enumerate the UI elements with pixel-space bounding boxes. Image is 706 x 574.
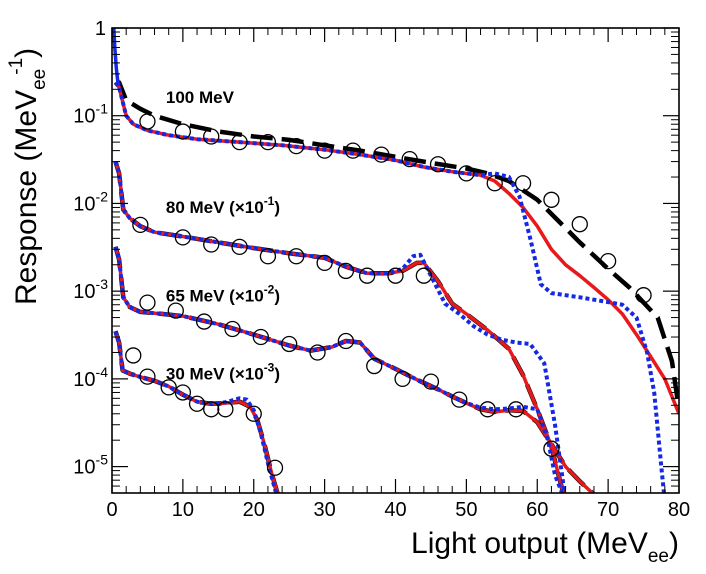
- data-point-65-mev-10-2-measured: [394, 370, 411, 388]
- data-point-65-mev-10-2-measured: [337, 332, 355, 350]
- data-point-65-mev-10-2-measured: [224, 320, 241, 338]
- data-point-100-mev-measured: [429, 156, 447, 173]
- data-point-80-mev-10-1-measured: [415, 267, 433, 284]
- data-point-65-mev-10-2-measured: [507, 401, 525, 418]
- data-point-100-mev-measured: [203, 128, 220, 145]
- data-point-80-mev-10-1-measured: [132, 216, 149, 234]
- data-point-80-mev-10-1-measured: [174, 229, 192, 246]
- x-axis-title: Light output (MeVee): [411, 527, 679, 567]
- data-point-65-mev-10-2-measured: [422, 373, 440, 390]
- data-point-100-mev-measured: [259, 133, 277, 151]
- x-tick-label: 10: [172, 499, 194, 521]
- data-point-100-mev-measured: [635, 287, 652, 304]
- data-point-100-mev-measured: [231, 133, 248, 151]
- data-point-30-mev-10-3-measured: [125, 347, 142, 364]
- data-point-100-mev-measured: [458, 165, 475, 182]
- data-point-100-mev-measured: [174, 123, 192, 140]
- y-tick-label: 10-3: [73, 276, 108, 303]
- data-point-30-mev-10-3-measured: [188, 395, 206, 412]
- data-point-80-mev-10-1-measured: [316, 254, 333, 272]
- data-point-30-mev-10-3-measured: [203, 401, 220, 418]
- series-80-mev-blue-dotted: [113, 161, 567, 493]
- series-annotation: 80 MeV (×10-1): [166, 194, 280, 217]
- data-point-30-mev-10-3-measured: [266, 459, 284, 476]
- annotations: 100 MeV 80 MeV (×10-1) 65 MeV (×10-2) 30 Me…: [166, 88, 280, 383]
- data-point-65-mev-10-2-measured: [167, 302, 184, 319]
- data-point-100-mev-measured: [599, 252, 617, 270]
- data-point-100-mev-measured: [543, 191, 560, 208]
- data-point-80-mev-10-1-measured: [387, 267, 404, 284]
- y-tick-label: 10-4: [73, 364, 108, 391]
- x-tick-label: 0: [106, 499, 117, 521]
- series-annotation: 65 MeV (×10-2): [166, 283, 280, 306]
- x-tick-label: 70: [597, 499, 619, 521]
- data-point-65-mev-10-2-measured: [139, 294, 156, 311]
- data-point-100-mev-measured: [316, 142, 333, 159]
- data-point-100-mev-measured: [373, 146, 390, 163]
- data-point-100-mev-measured: [401, 150, 418, 168]
- data-point-30-mev-10-3-measured: [160, 379, 177, 396]
- data-point-65-mev-10-2-measured: [309, 344, 326, 361]
- markers-layer: [125, 113, 652, 476]
- series-100-mev-black-dashed: [113, 80, 679, 410]
- x-tick-label: 50: [455, 499, 477, 521]
- y-tick-label: 10-1: [73, 101, 108, 128]
- data-point-100-mev-measured: [139, 113, 156, 130]
- series-low-light-spikes-near-0: [112, 28, 121, 87]
- data-point-80-mev-10-1-measured: [259, 248, 277, 265]
- y-axis-title: Response (MeVee-1): [6, 48, 50, 305]
- series-annotation: 100 MeV: [166, 88, 235, 107]
- data-point-30-mev-10-3-measured: [245, 405, 262, 422]
- data-point-30-mev-10-3-measured: [174, 384, 192, 401]
- data-point-65-mev-10-2-measured: [281, 335, 298, 353]
- data-point-100-mev-measured: [514, 175, 532, 192]
- data-point-80-mev-10-1-measured: [358, 267, 376, 284]
- data-point-80-mev-10-1-measured: [288, 248, 305, 265]
- data-point-65-mev-10-2-measured: [366, 357, 383, 375]
- data-point-100-mev-measured: [288, 137, 305, 155]
- data-point-80-mev-10-1-measured: [231, 238, 248, 255]
- series-100-mev-blue-dotted: [113, 81, 666, 493]
- y-tick-label: 1: [95, 18, 106, 40]
- x-axis: 0 10 20 30 40 50 60 70 80: [106, 28, 690, 521]
- x-tick-label: 30: [314, 499, 336, 521]
- x-tick-label: 40: [384, 499, 406, 521]
- series-annotation: 30 MeV (×10-3): [166, 360, 280, 383]
- data-point-65-mev-10-2-measured: [479, 401, 496, 418]
- data-point-100-mev-measured: [571, 216, 588, 233]
- data-point-30-mev-10-3-measured: [139, 368, 156, 385]
- data-point-30-mev-10-3-measured: [217, 401, 234, 418]
- data-point-100-mev-measured: [344, 142, 362, 159]
- data-point-65-mev-10-2-measured: [252, 328, 269, 346]
- data-point-80-mev-10-1-measured: [337, 262, 355, 280]
- y-axis: 1 10-1 10-2 10-3 10-4 10-5: [73, 18, 679, 487]
- data-point-65-mev-10-2-measured: [195, 313, 213, 330]
- data-point-65-mev-10-2-measured: [543, 440, 560, 457]
- y-tick-label: 10-2: [73, 188, 108, 215]
- x-tick-label: 20: [243, 499, 265, 521]
- data-point-65-mev-10-2-measured: [451, 391, 468, 408]
- x-tick-label: 80: [668, 499, 690, 521]
- data-point-100-mev-measured: [486, 175, 503, 192]
- data-point-80-mev-10-1-measured: [203, 236, 220, 253]
- x-tick-label: 60: [526, 499, 548, 521]
- y-tick-label: 10-5: [73, 452, 108, 479]
